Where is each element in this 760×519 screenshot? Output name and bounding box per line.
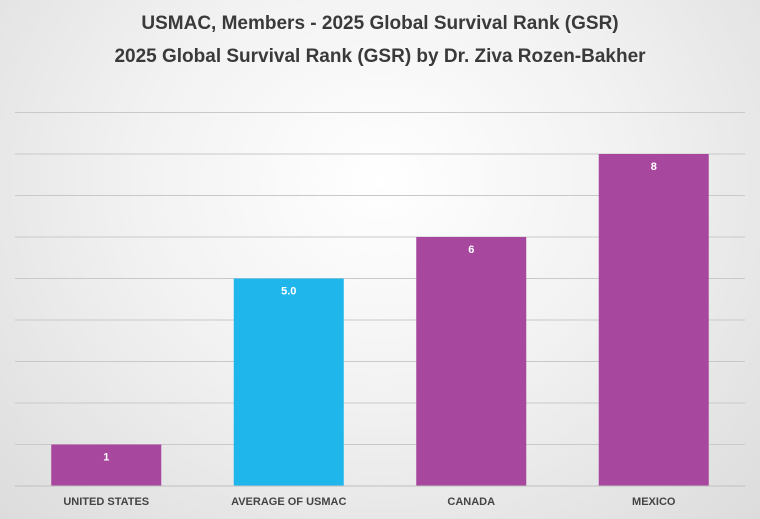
data-label: 8: [651, 161, 657, 173]
x-tick-label: AVERAGE OF USMAC: [231, 496, 346, 508]
x-tick-label: UNITED STATES: [63, 496, 149, 508]
bar-mexico: [598, 154, 709, 486]
chart-title: USMAC, Members - 2025 Global Survival Ra…: [141, 13, 618, 34]
data-label: 6: [468, 244, 474, 256]
labels: 1 UNITED STATES 5.0 AVERAGE OF USMAC 6 CANADA…: [63, 161, 676, 508]
data-label: 1: [103, 452, 109, 464]
bar-canada: [416, 237, 527, 486]
chart-subtitle: 2025 Global Survival Rank (GSR) by Dr. Z…: [114, 46, 646, 67]
x-tick-label: CANADA: [447, 496, 495, 508]
bar-average-of-usmac: [233, 278, 344, 486]
gridlines: [15, 112, 745, 445]
bars: [51, 154, 709, 486]
bar-united-states: [51, 444, 162, 486]
data-label: 5.0: [281, 286, 296, 298]
x-tick-label: MEXICO: [632, 496, 676, 508]
